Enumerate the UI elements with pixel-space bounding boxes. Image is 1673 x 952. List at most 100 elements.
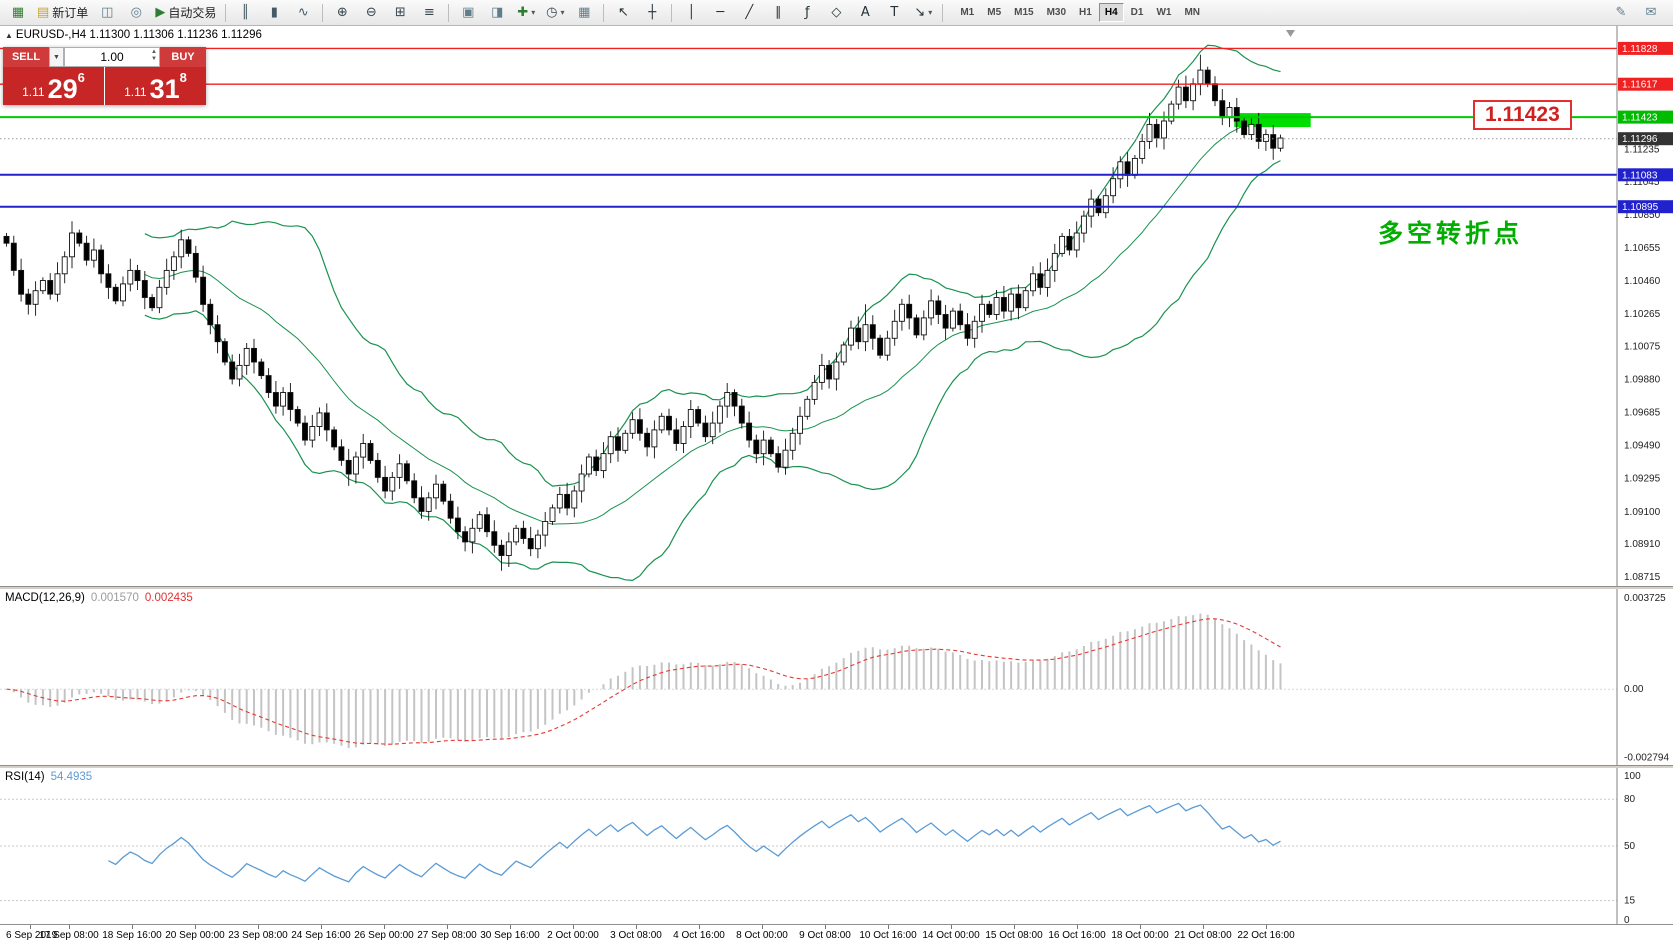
time-label: 16 Oct 16:00 xyxy=(1048,930,1106,941)
period-clock-icon: ◷ xyxy=(546,5,558,20)
edit-icon[interactable]: ✎ xyxy=(1607,2,1635,24)
price-axis-tick: 1.10460 xyxy=(1624,276,1661,287)
add-indicator-icon[interactable]: ✚ ▾ xyxy=(512,2,540,24)
timeframe-m1[interactable]: M1 xyxy=(960,7,975,18)
candles[interactable] xyxy=(3,54,1284,571)
line-chart-icon: ∿ xyxy=(297,5,309,20)
turning-point-annotation[interactable]: 多空转折点 xyxy=(1378,220,1524,248)
market-watch-icon[interactable]: ◎ xyxy=(122,2,150,24)
buy-price-button[interactable]: 1.11 31 8 xyxy=(105,67,206,105)
dropdown-caret-icon: ▾ xyxy=(560,8,565,17)
tile-windows-icon: ⊞ xyxy=(394,5,406,20)
timeframe-m30[interactable]: M30 xyxy=(1046,7,1067,18)
macd-header: MACD(12,26,9) 0.001570 0.002435 xyxy=(5,592,193,604)
vertical-line-icon[interactable]: │ xyxy=(677,2,705,24)
price-tag: 1.10895 xyxy=(1618,200,1673,214)
price-axis-tick: 1.09295 xyxy=(1624,474,1661,485)
timeframe-mn[interactable]: MN xyxy=(1184,7,1200,18)
profiles-icon: ◫ xyxy=(101,5,114,20)
order-type-dropdown[interactable]: ▼ xyxy=(49,47,64,67)
bollinger-bands xyxy=(144,44,1281,582)
main-toolbar: ▦ ▤ 新订单 ◫ ◎ ▶ 自动交易 ║ ▮ ∿ ⊕ ⊖ ⊞ ≡ ▣ ◨ ✚ ▾ ◷ ▾ ▦ ↖ ┼ │ ─ ╱ ∥ ƒ ◇ A T ↘ ▾ M1… xyxy=(0,0,1673,26)
zoom-in-icon[interactable]: ⊕ xyxy=(328,2,356,24)
price-tag: 1.11423 xyxy=(1618,110,1673,124)
indicator-list-icon[interactable]: ≡ xyxy=(415,2,443,24)
new-order-button[interactable]: ▤ 新订单 xyxy=(33,2,92,24)
time-axis-tick xyxy=(447,925,448,929)
bar-chart-icon[interactable]: ║ xyxy=(231,2,259,24)
timeframe-h1[interactable]: H1 xyxy=(1079,7,1092,18)
macd-axis-tick: 0.003725 xyxy=(1624,593,1666,604)
arrows-tool-icon[interactable]: ↘ ▾ xyxy=(909,2,937,24)
macd-panel[interactable]: 0.003725 0.00 -0.002794 MACD(12,26,9) 0.001… xyxy=(0,589,1673,765)
volume-stepper[interactable]: ▲ ▼ xyxy=(151,49,157,63)
svg-text:1.11423: 1.11423 xyxy=(1622,113,1658,124)
depth-of-market-icon[interactable]: ▦ xyxy=(570,2,598,24)
arrange-windows-icon[interactable]: ▣ xyxy=(454,2,482,24)
timeframe-d1[interactable]: D1 xyxy=(1130,7,1144,18)
shapes-icon[interactable]: ◇ xyxy=(822,2,850,24)
text-tool-icon[interactable]: A xyxy=(851,2,879,24)
macd-signal-line xyxy=(6,618,1281,745)
trendline-icon[interactable]: ╱ xyxy=(735,2,763,24)
mail-icon[interactable]: ✉ xyxy=(1637,2,1665,24)
macd-name: MACD(12,26,9) xyxy=(5,592,85,604)
new-chart-icon[interactable]: ▦ xyxy=(4,2,32,24)
tile-windows-icon[interactable]: ⊞ xyxy=(386,2,414,24)
buy-price-big: 31 xyxy=(149,74,180,104)
toolbar-separator xyxy=(225,3,227,22)
algo-trading-button[interactable]: ▶ 自动交易 xyxy=(151,2,220,24)
timeframe-h4[interactable]: H4 xyxy=(1098,3,1124,22)
panel-splitter[interactable] xyxy=(0,586,1673,589)
price-callout-label[interactable]: 1.11423 xyxy=(1473,100,1572,130)
sell-price-button[interactable]: 1.11 29 6 xyxy=(3,67,104,105)
chart-shift-marker[interactable] xyxy=(1286,30,1295,37)
sell-button[interactable]: SELL xyxy=(3,47,49,67)
zoom-out-icon[interactable]: ⊖ xyxy=(357,2,385,24)
price-chart-canvas[interactable]: 1.11235 1.11045 1.10850 1.10655 1.10460 1.102… xyxy=(0,26,1673,586)
fibonacci-icon[interactable]: ƒ xyxy=(793,2,821,24)
price-chart-panel[interactable]: 1.11235 1.11045 1.10850 1.10655 1.10460 1.102… xyxy=(0,26,1673,586)
indicator-list-icon: ≡ xyxy=(423,5,435,20)
spin-down-icon[interactable]: ▼ xyxy=(151,56,157,62)
macd-canvas[interactable]: 0.003725 0.00 -0.002794 xyxy=(0,589,1673,765)
rsi-panel[interactable]: 100 80 50 15 0 RSI(14) 54.4935 xyxy=(0,768,1673,924)
timeframe-w1[interactable]: W1 xyxy=(1156,7,1172,18)
time-label: 18 Sep 16:00 xyxy=(102,930,162,941)
candlestick-chart-icon[interactable]: ▮ xyxy=(260,2,288,24)
spin-up-icon[interactable]: ▲ xyxy=(151,49,157,55)
time-axis-tick xyxy=(1077,925,1078,929)
time-axis-tick xyxy=(321,925,322,929)
chart-shift-icon[interactable]: ◨ xyxy=(483,2,511,24)
price-axis-tick: 1.11045 xyxy=(1624,177,1660,188)
candlestick-chart-icon: ▮ xyxy=(270,5,278,20)
collapse-chart-icon[interactable]: ▲ xyxy=(5,31,13,40)
svg-text:1.11296: 1.11296 xyxy=(1622,134,1658,145)
price-axis-tick: 1.09880 xyxy=(1624,375,1661,386)
timeframe-m5[interactable]: M5 xyxy=(987,7,1002,18)
macd-axis-tick: 0.00 xyxy=(1624,684,1644,695)
new-chart-icon: ▦ xyxy=(11,5,25,20)
rsi-canvas[interactable]: 100 80 50 15 0 xyxy=(0,768,1673,924)
time-axis-tick xyxy=(888,925,889,929)
buy-button[interactable]: BUY xyxy=(160,47,206,67)
profiles-icon[interactable]: ◫ xyxy=(93,2,121,24)
time-label: 21 Oct 08:00 xyxy=(1174,930,1232,941)
label-tool-icon[interactable]: T xyxy=(880,2,908,24)
line-chart-icon[interactable]: ∿ xyxy=(289,2,317,24)
period-clock-icon[interactable]: ◷ ▾ xyxy=(541,2,569,24)
time-axis-tick xyxy=(1140,925,1141,929)
volume-input[interactable]: 1.00 ▲ ▼ xyxy=(64,47,160,67)
cursor-icon[interactable]: ↖ xyxy=(609,2,637,24)
panel-splitter[interactable] xyxy=(0,765,1673,768)
timeframe-m15[interactable]: M15 xyxy=(1014,7,1034,18)
new-order-button: ▤ xyxy=(37,5,50,20)
crosshair-icon[interactable]: ┼ xyxy=(638,2,666,24)
time-axis-tick xyxy=(1014,925,1015,929)
time-axis[interactable]: 6 Sep 2019 17 Sep 08:00 18 Sep 16:00 20 Sep… xyxy=(0,924,1673,952)
horizontal-line-icon[interactable]: ─ xyxy=(706,2,734,24)
buy-price-pipette: 8 xyxy=(179,70,187,85)
price-axis-tick: 1.10075 xyxy=(1624,341,1661,352)
rsi-axis-tick: 80 xyxy=(1624,794,1636,805)
channel-icon[interactable]: ∥ xyxy=(764,2,792,24)
